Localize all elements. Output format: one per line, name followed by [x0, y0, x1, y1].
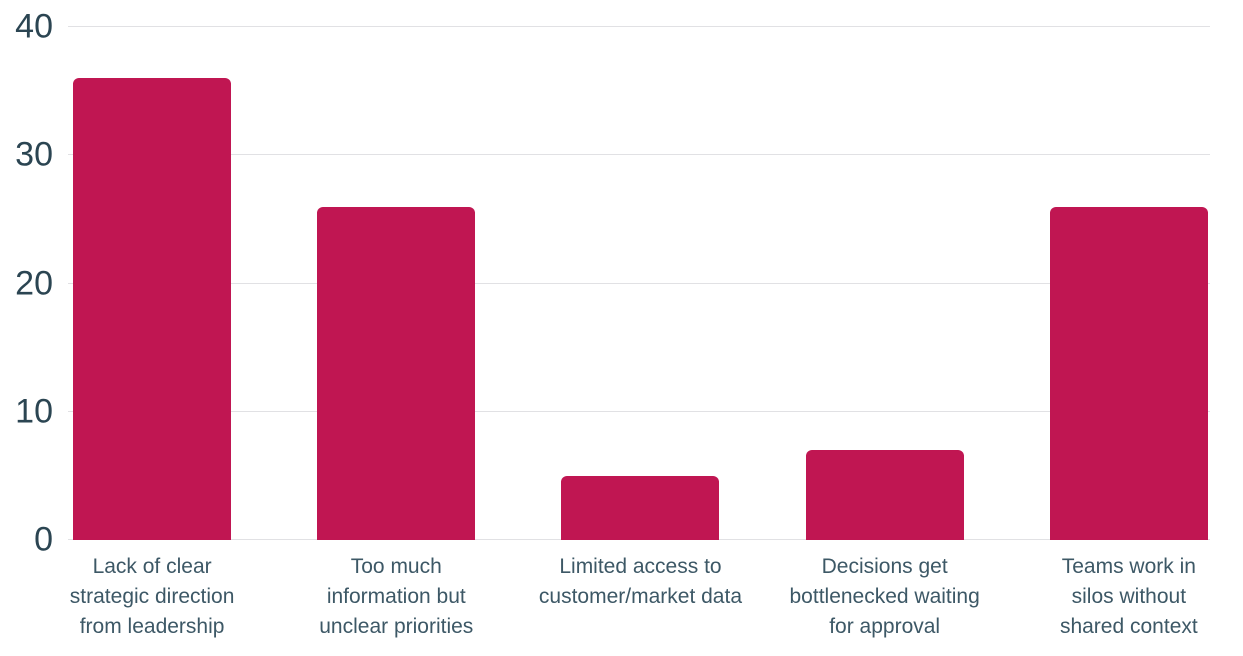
bar-slot	[274, 27, 518, 540]
x-tick-label-line: information but	[326, 585, 466, 608]
bar-slot	[763, 27, 1007, 540]
y-tick-label-20: 20	[15, 263, 53, 302]
bar-4	[805, 450, 964, 540]
x-tick-label-line: unclear priorities	[319, 615, 474, 638]
bar-2	[317, 206, 476, 540]
plot-area: 0 10 20 30 40	[15, 9, 1210, 556]
x-tick-label-line: Teams work in	[1061, 555, 1196, 578]
bar-slot	[518, 27, 762, 540]
x-tick-label-line: shared context	[1059, 615, 1198, 638]
y-tick-label-30: 30	[15, 135, 53, 174]
bars-container	[30, 27, 1243, 540]
x-tick-label-line: Too much	[350, 555, 442, 578]
x-tick-label-line: for approval	[829, 615, 941, 638]
bar-slot	[1007, 27, 1243, 540]
x-tick-label-line: Limited access to	[559, 555, 722, 578]
gridline-y-40	[68, 26, 1210, 27]
x-tick-label-line: strategic direction	[69, 585, 235, 608]
x-tick-label-3: Limited access to customer/market data	[518, 552, 762, 642]
x-tick-label-line: from leadership	[79, 615, 225, 638]
x-tick-label-line: Decisions get	[821, 555, 948, 578]
gridline-y-10	[68, 410, 1210, 412]
x-tick-label-1: Lack of clear strategic direction from lea…	[30, 552, 274, 642]
gridline-y-30	[68, 154, 1210, 156]
x-tick-label-4: Decisions get bottlenecked waiting for app…	[763, 552, 1007, 642]
x-tick-label-line: silos without	[1071, 585, 1187, 608]
x-tick-label-2: Too much information but unclear prioritie…	[274, 552, 518, 642]
bar-3	[561, 475, 720, 540]
x-tick-label-line: bottlenecked waiting	[789, 585, 980, 608]
x-tick-label-line: Lack of clear	[92, 555, 212, 578]
x-tick-label-line: customer/market data	[538, 585, 743, 608]
bar-slot	[30, 27, 274, 540]
gridline-y-20	[68, 282, 1210, 284]
y-tick-label-0: 0	[34, 520, 53, 559]
x-tick-label-5: Teams work in silos without shared context	[1007, 552, 1243, 642]
bar-1	[73, 78, 232, 540]
y-tick-label-10: 10	[15, 392, 53, 431]
bar-5	[1049, 206, 1208, 540]
y-tick-label-40: 40	[15, 7, 53, 46]
x-axis-labels: Lack of clear strategic direction from lea…	[30, 552, 1243, 642]
